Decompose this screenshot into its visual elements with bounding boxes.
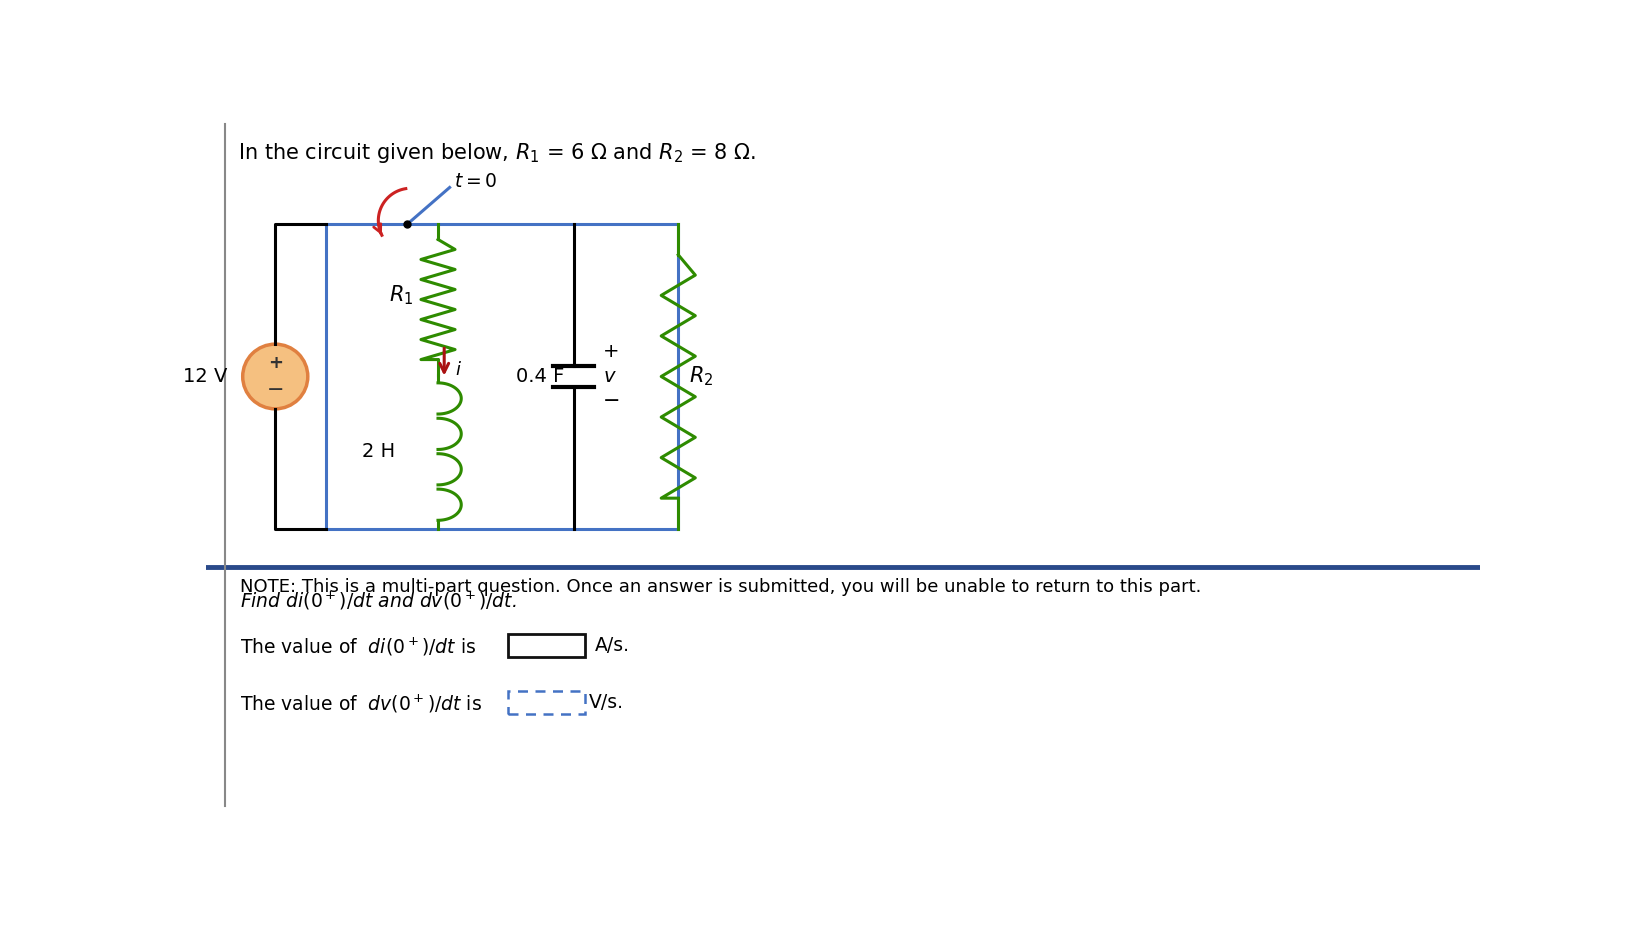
Text: −: − <box>266 379 284 400</box>
Circle shape <box>243 344 307 409</box>
Text: The value of  $dv(0^+)/dt$ is: The value of $dv(0^+)/dt$ is <box>240 692 482 715</box>
Text: 12 V: 12 V <box>182 367 227 386</box>
Text: $t = 0$: $t = 0$ <box>454 172 496 191</box>
Text: $R_2$: $R_2$ <box>689 364 713 388</box>
Text: Find $di(0^+)/dt$ and $dv(0^+)/dt$.: Find $di(0^+)/dt$ and $dv(0^+)/dt$. <box>240 590 516 612</box>
Text: +: + <box>268 354 283 373</box>
Text: The value of  $di(0^+)/dt$ is: The value of $di(0^+)/dt$ is <box>240 636 477 658</box>
Text: NOTE: This is a multi-part question. Once an answer is submitted, you will be un: NOTE: This is a multi-part question. Onc… <box>240 578 1202 596</box>
Text: In the circuit given below, $R_1$ = 6 Ω and $R_2$ = 8 Ω.: In the circuit given below, $R_1$ = 6 Ω … <box>238 141 756 165</box>
Text: 0.4 F: 0.4 F <box>516 367 564 386</box>
Text: A/s.: A/s. <box>595 636 630 655</box>
Text: $R_1$: $R_1$ <box>390 284 413 308</box>
Text: $i$: $i$ <box>455 361 462 378</box>
Text: $v$: $v$ <box>603 367 616 386</box>
Text: +: + <box>603 342 620 362</box>
Text: 2 H: 2 H <box>362 442 395 461</box>
Bar <box>508 691 585 714</box>
Bar <box>508 634 585 657</box>
Text: V/s.: V/s. <box>589 692 625 712</box>
Text: −: − <box>603 391 620 412</box>
Bar <box>326 224 679 528</box>
